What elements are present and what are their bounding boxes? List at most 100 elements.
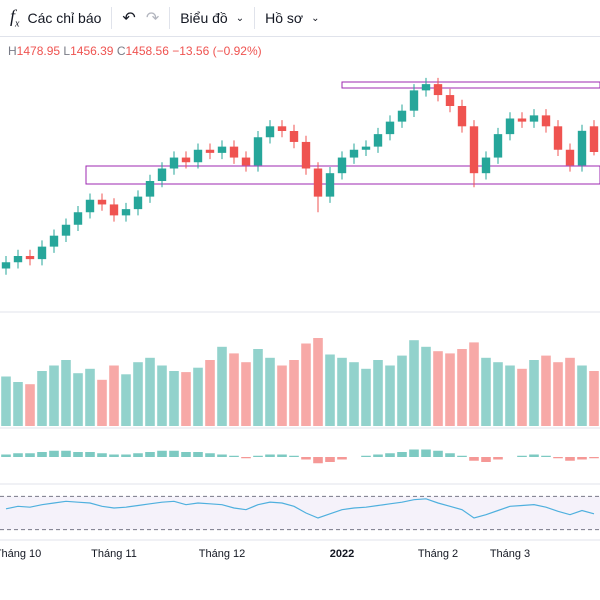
- candle-body: [97, 199, 107, 205]
- volume-bar: [421, 346, 431, 426]
- candle-body: [49, 235, 59, 247]
- volume-bar: [157, 365, 167, 426]
- volume-bar: [457, 349, 467, 426]
- volume-bar: [85, 368, 95, 426]
- candle-body: [205, 149, 215, 153]
- volume-bar: [361, 368, 371, 426]
- candle-body: [505, 118, 515, 135]
- high-key: H: [8, 44, 17, 58]
- candle-body: [133, 196, 143, 210]
- macd-bar: [313, 457, 323, 464]
- candle-body: [181, 157, 191, 163]
- profile-menu-label: Hồ sơ: [265, 10, 304, 26]
- candle-body: [481, 157, 491, 174]
- redo-button[interactable]: ↷: [145, 10, 160, 27]
- macd-bar: [577, 457, 587, 460]
- low-value: 1456.39: [70, 44, 114, 58]
- candle-body: [145, 181, 155, 197]
- macd-bar: [61, 450, 71, 457]
- volume-bar: [13, 382, 23, 426]
- volume-bar: [145, 357, 155, 426]
- rsi-line: [5, 498, 595, 519]
- candle-body: [85, 199, 95, 213]
- macd-bar: [181, 452, 191, 457]
- candle-body: [433, 84, 443, 96]
- macd-bar: [13, 453, 23, 457]
- macd-bar: [85, 452, 95, 457]
- macd-bar: [97, 453, 107, 457]
- macd-bar: [325, 457, 335, 462]
- macd-bar: [193, 452, 203, 457]
- candle-body: [385, 121, 395, 135]
- volume-bar: [505, 365, 515, 426]
- macd-bar: [145, 452, 155, 457]
- candle-body: [337, 157, 347, 174]
- macd-bar: [109, 454, 119, 457]
- volume-bar: [49, 365, 59, 426]
- macd-bar: [25, 453, 35, 457]
- volume-bar: [409, 340, 419, 426]
- macd-bar: [457, 455, 467, 457]
- chart-menu-label: Biểu đồ: [180, 10, 228, 26]
- macd-bar: [541, 455, 551, 457]
- volume-bar: [373, 360, 383, 426]
- volume-bar: [577, 365, 587, 426]
- candle-body: [241, 157, 251, 166]
- volume-bar: [277, 365, 287, 426]
- candle-body: [61, 224, 71, 236]
- macd-bar: [241, 457, 251, 459]
- ohlc-legend: H1478.95 L1456.39 C1458.56 −13.56 (−0.92…: [8, 44, 262, 58]
- macd-bar: [553, 457, 563, 459]
- candle-body: [73, 212, 83, 225]
- volume-bar: [97, 379, 107, 426]
- macd-bar: [73, 452, 83, 457]
- volume-bar: [37, 371, 47, 426]
- macd-bar: [397, 452, 407, 457]
- volume-bar: [169, 371, 179, 426]
- candle-body: [361, 146, 371, 150]
- volume-bar: [529, 360, 539, 426]
- macd-bar: [373, 454, 383, 457]
- macd-bar: [337, 457, 347, 460]
- macd-bar: [169, 450, 179, 457]
- volume-bar: [73, 373, 83, 426]
- candle-body: [217, 146, 227, 153]
- undo-button[interactable]: ↶: [122, 10, 136, 27]
- volume-bar: [109, 365, 119, 426]
- macd-bar: [205, 453, 215, 457]
- chart-menu[interactable]: Biểu đồ ⌄: [180, 10, 245, 26]
- volume-bar: [229, 353, 239, 426]
- high-value: 1478.95: [16, 44, 61, 58]
- indicators-button[interactable]: fx Các chỉ báo: [10, 6, 102, 30]
- low-key: L: [63, 44, 71, 58]
- volume-bar: [241, 362, 251, 426]
- volume-bar: [325, 354, 335, 426]
- volume-bar: [493, 362, 503, 426]
- volume-bar: [61, 360, 71, 426]
- macd-bar: [445, 453, 455, 457]
- close-value: 1458.56: [125, 44, 169, 58]
- candle-body: [193, 149, 203, 163]
- candle-body: [277, 126, 287, 131]
- profile-menu[interactable]: Hồ sơ ⌄: [265, 10, 320, 26]
- macd-bar: [517, 455, 527, 457]
- macd-bar: [421, 449, 431, 457]
- macd-bar: [49, 450, 59, 457]
- candle-body: [325, 173, 335, 197]
- macd-bar: [265, 454, 275, 457]
- volume-bar: [289, 360, 299, 426]
- volume-bar: [433, 351, 443, 426]
- candle-body: [493, 134, 503, 158]
- macd-bar: [253, 455, 263, 457]
- candle-body: [397, 110, 407, 122]
- volume-bar: [445, 353, 455, 426]
- volume-bar: [481, 357, 491, 426]
- candle-body: [169, 157, 179, 169]
- candle-body: [529, 115, 539, 122]
- candle-body: [577, 130, 587, 166]
- volume-bar: [181, 372, 191, 426]
- volume-bar: [1, 376, 11, 426]
- volume-bar: [301, 343, 311, 426]
- volume-bar: [385, 365, 395, 426]
